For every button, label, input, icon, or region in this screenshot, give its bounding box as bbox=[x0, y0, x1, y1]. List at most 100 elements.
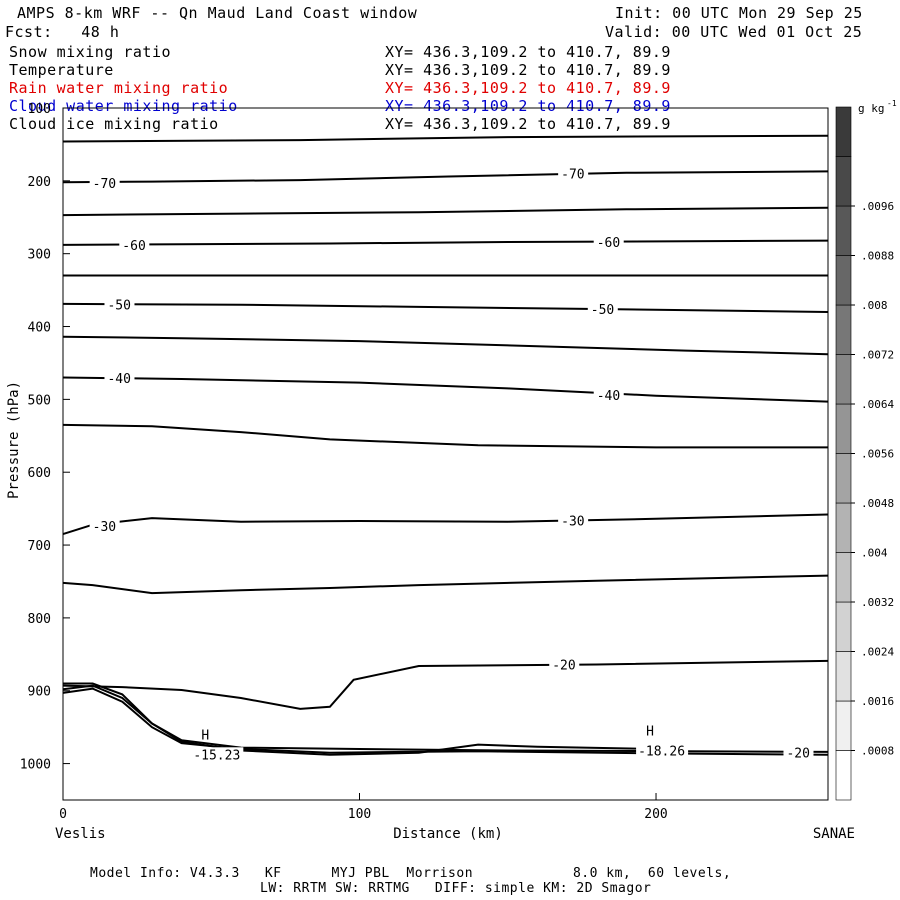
y-tick-label: 800 bbox=[28, 612, 51, 627]
contour-label-bg bbox=[104, 370, 135, 385]
colorbar-segment bbox=[835, 601, 852, 652]
contour-label-bg bbox=[593, 234, 624, 249]
contour-label: -30 bbox=[93, 520, 116, 535]
contour-label: -20 bbox=[786, 747, 809, 762]
contour-label-bg bbox=[558, 165, 589, 180]
colorbar-tick-label: .004 bbox=[861, 547, 888, 560]
extremum-marker: H bbox=[201, 728, 209, 743]
y-tick-label: 600 bbox=[28, 466, 51, 481]
colorbar-segment bbox=[835, 255, 852, 306]
colorbar-tick-label: .0032 bbox=[861, 596, 894, 609]
colorbar-tick-label: .0056 bbox=[861, 448, 894, 461]
variable-xy: XY= 436.3,109.2 to 410.7, 89.9 bbox=[385, 115, 671, 133]
colorbar-tick-label: .0016 bbox=[861, 695, 894, 708]
contour-label-bg bbox=[549, 656, 580, 671]
temperature-contour-line bbox=[62, 170, 829, 184]
extremum-value-bg bbox=[636, 743, 689, 758]
contour-label-bg bbox=[104, 296, 135, 311]
valid-time: Valid: 00 UTC Wed 01 Oct 25 bbox=[605, 23, 863, 41]
colorbar-segment bbox=[835, 502, 852, 553]
contour-label-bg bbox=[89, 518, 120, 533]
temperature-contour-line bbox=[62, 239, 829, 246]
variable-xy: XY= 436.3,109.2 to 410.7, 89.9 bbox=[385, 79, 671, 97]
contour-label-bg bbox=[587, 301, 618, 316]
temperature-contour-line bbox=[62, 659, 829, 710]
temperature-contour-line bbox=[62, 687, 829, 756]
extremum-value-bg bbox=[191, 747, 244, 762]
colorbar-tick-label: .0088 bbox=[861, 250, 894, 263]
variable-xy: XY= 436.3,109.2 to 410.7, 89.9 bbox=[385, 97, 671, 115]
y-tick-label: 1000 bbox=[20, 758, 51, 773]
colorbar-tick-label: .0024 bbox=[861, 646, 894, 659]
variable-xy: XY= 436.3,109.2 to 410.7, 89.9 bbox=[385, 61, 671, 79]
temperature-contour-line bbox=[62, 335, 829, 356]
contour-label-bg bbox=[783, 744, 814, 759]
colorbar-tick-label: .008 bbox=[861, 299, 888, 312]
model-info-line2: LW: RRTM SW: RRTMG DIFF: simple KM: 2D S… bbox=[260, 881, 652, 896]
temperature-contour-line bbox=[62, 206, 829, 217]
colorbar-tick-label: .0008 bbox=[861, 745, 894, 758]
contour-label: -50 bbox=[107, 299, 130, 314]
colorbar-tick-label: .0064 bbox=[861, 398, 894, 411]
x-axis-label: Distance (km) bbox=[393, 826, 503, 842]
left-endpoint-label: Veslis bbox=[55, 826, 106, 842]
y-axis-label: Pressure (hPa) bbox=[6, 381, 22, 499]
temperature-contour-line bbox=[62, 302, 829, 313]
colorbar-unit: g kg bbox=[858, 102, 885, 115]
contour-label-bg bbox=[89, 175, 120, 190]
contour-label: -40 bbox=[597, 389, 620, 404]
colorbar-unit-exponent: -1 bbox=[887, 99, 897, 108]
x-tick-label: 0 bbox=[59, 807, 67, 822]
y-tick-label: 300 bbox=[28, 248, 51, 263]
colorbar-segment bbox=[835, 750, 852, 801]
contour-label: -40 bbox=[107, 372, 130, 387]
temperature-contour-line bbox=[62, 134, 829, 143]
contour-label: -60 bbox=[597, 236, 620, 251]
contour-label-bg bbox=[593, 386, 624, 401]
forecast-hour: Fcst: 48 h bbox=[5, 23, 120, 41]
x-tick-label: 100 bbox=[348, 807, 371, 822]
temperature-contour-line bbox=[62, 513, 829, 536]
colorbar-segment bbox=[835, 700, 852, 751]
colorbar-segment bbox=[835, 106, 852, 157]
plot-frame bbox=[62, 107, 829, 801]
y-tick-label: 400 bbox=[28, 321, 51, 336]
colorbar-segment bbox=[835, 205, 852, 256]
temperature-contour-line bbox=[62, 376, 829, 403]
temperature-contour-line bbox=[62, 423, 828, 449]
contour-label: -50 bbox=[591, 303, 614, 318]
colorbar-segment bbox=[835, 156, 852, 207]
variable-name: Snow mixing ratio bbox=[9, 43, 172, 61]
y-tick-label: 500 bbox=[28, 393, 51, 408]
variable-name: Temperature bbox=[9, 61, 114, 79]
contour-label: -60 bbox=[122, 239, 145, 254]
colorbar-segment bbox=[835, 552, 852, 603]
contour-label-bg bbox=[119, 236, 150, 251]
colorbar-segment bbox=[835, 453, 852, 504]
y-tick-label: 900 bbox=[28, 685, 51, 700]
contour-label: -20 bbox=[552, 659, 575, 674]
variable-xy: XY= 436.3,109.2 to 410.7, 89.9 bbox=[385, 43, 671, 61]
temperature-contour-line bbox=[62, 574, 829, 595]
colorbar-tick-label: .0072 bbox=[861, 349, 894, 362]
colorbar-segment bbox=[835, 304, 852, 355]
contour-label-bg bbox=[558, 512, 589, 527]
right-endpoint-label: SANAE bbox=[813, 826, 855, 842]
colorbar-tick-label: .0096 bbox=[861, 200, 894, 213]
contour-label: -70 bbox=[93, 177, 116, 192]
temperature-contour-line bbox=[62, 684, 829, 753]
colorbar-tick-label: .0048 bbox=[861, 497, 894, 510]
x-tick-label: 200 bbox=[644, 807, 667, 822]
init-time: Init: 00 UTC Mon 29 Sep 25 bbox=[615, 4, 863, 22]
colorbar-segment bbox=[835, 403, 852, 454]
extremum-value: -18.26 bbox=[638, 745, 685, 760]
contour-label: -30 bbox=[561, 514, 584, 529]
variable-name: Cloud water mixing ratio bbox=[9, 97, 238, 115]
temperature-contour-line bbox=[63, 682, 657, 756]
extremum-marker: H bbox=[646, 725, 654, 740]
contour-label: -70 bbox=[561, 168, 584, 183]
y-tick-label: 200 bbox=[28, 175, 51, 190]
extremum-value: -15.23 bbox=[193, 748, 240, 763]
variable-name: Rain water mixing ratio bbox=[9, 79, 229, 97]
